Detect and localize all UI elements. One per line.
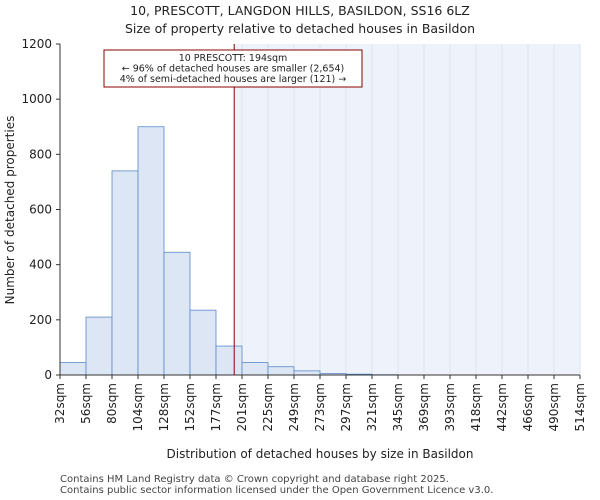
y-axis-label: Number of detached properties	[3, 116, 17, 305]
bar-56sqm	[85, 316, 113, 376]
y-tick-label: 400	[29, 258, 52, 272]
y-tick-label: 600	[29, 203, 52, 217]
x-tick-label: 56sqm	[79, 383, 93, 424]
annotation-line-2: ← 96% of detached houses are smaller (2,…	[122, 64, 345, 75]
bar-104sqm	[137, 126, 165, 376]
annotation-box	[103, 49, 363, 88]
x-tick-label: 80sqm	[105, 383, 119, 424]
x-tick-label: 418sqm	[469, 383, 483, 431]
bar-80sqm	[111, 170, 139, 376]
footer-line-2: Contains public sector information licen…	[60, 485, 494, 496]
bar-32sqm	[59, 362, 87, 376]
x-tick-label: 466sqm	[521, 383, 535, 431]
bar-225sqm	[267, 366, 295, 376]
annotation-line-1: 10 PRESCOTT: 194sqm	[179, 53, 288, 64]
x-tick-label: 393sqm	[443, 383, 457, 431]
x-tick-label: 225sqm	[261, 383, 275, 431]
x-tick-label: 297sqm	[339, 383, 353, 431]
x-tick-label: 104sqm	[131, 383, 145, 431]
x-tick-label: 321sqm	[365, 383, 379, 431]
y-tick-label: 800	[29, 147, 52, 161]
bar-249sqm	[293, 370, 321, 376]
bar-177sqm	[215, 345, 243, 376]
y-tick-label: 200	[29, 313, 52, 327]
chart-title: 10, PRESCOTT, LANGDON HILLS, BASILDON, S…	[130, 3, 470, 18]
x-axis-label: Distribution of detached houses by size …	[167, 447, 474, 461]
y-tick-label: 1200	[21, 37, 52, 51]
bar-201sqm	[241, 362, 269, 376]
annotation-line-3: 4% of semi-detached houses are larger (1…	[120, 74, 347, 85]
chart-subtitle: Size of property relative to detached ho…	[124, 21, 476, 36]
y-tick-label: 1000	[21, 92, 52, 106]
x-tick-label: 177sqm	[209, 383, 223, 431]
x-tick-label: 345sqm	[391, 383, 405, 431]
x-tick-label: 442sqm	[495, 383, 509, 431]
x-tick-label: 514sqm	[573, 383, 587, 431]
x-tick-label: 152sqm	[183, 383, 197, 431]
x-tick-label: 273sqm	[313, 383, 327, 431]
bar-152sqm	[189, 309, 217, 376]
x-tick-label: 128sqm	[157, 383, 171, 431]
x-tick-label: 201sqm	[235, 383, 249, 431]
y-tick-label: 0	[44, 368, 52, 382]
x-tick-label: 249sqm	[287, 383, 301, 431]
x-tick-label: 490sqm	[547, 383, 561, 431]
x-tick-label: 32sqm	[53, 383, 67, 424]
x-tick-label: 369sqm	[417, 383, 431, 431]
footer-line-1: Contains HM Land Registry data © Crown c…	[60, 474, 449, 485]
larger-region-shade	[234, 44, 580, 375]
bar-128sqm	[163, 251, 191, 376]
